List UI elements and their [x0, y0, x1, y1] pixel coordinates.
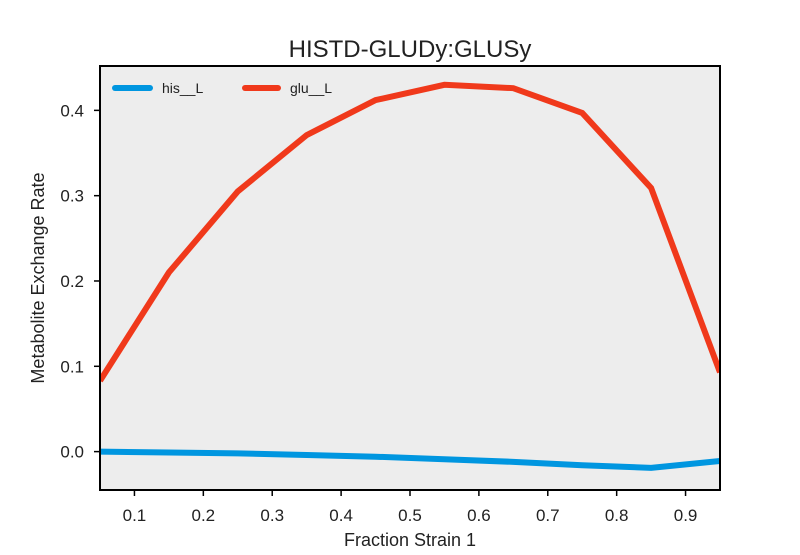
- y-tick-label: 0.4: [60, 101, 84, 120]
- x-tick-label: 0.7: [536, 506, 560, 525]
- x-tick-label: 0.1: [123, 506, 147, 525]
- x-tick-label: 0.6: [467, 506, 491, 525]
- legend-label-glu-L: glu__L: [290, 80, 332, 96]
- plot-background: [100, 66, 720, 490]
- x-axis-ticks: 0.1 0.2 0.3 0.4 0.5 0.6 0.7 0.8 0.9: [123, 490, 698, 525]
- x-tick-label: 0.3: [260, 506, 284, 525]
- series-line-glu--L: [100, 81, 720, 383]
- y-tick-label: 0.3: [60, 187, 84, 206]
- y-tick-label: 0.2: [60, 272, 84, 291]
- plot-frame: [99, 65, 721, 491]
- y-axis-ticks: 0.0 0.1 0.2 0.3 0.4: [60, 101, 100, 462]
- y-axis-label: Metabolite Exchange Rate: [28, 172, 48, 383]
- series-line-his--L: [100, 448, 720, 471]
- legend-label-his-L: his__L: [162, 80, 203, 96]
- x-tick-label: 0.9: [674, 506, 698, 525]
- y-tick-label: 0.1: [60, 357, 84, 376]
- series-layer: [100, 81, 720, 471]
- x-tick-label: 0.4: [329, 506, 353, 525]
- x-tick-label: 0.2: [192, 506, 216, 525]
- x-tick-label: 0.5: [398, 506, 422, 525]
- chart-legend: his__L glu__L: [112, 80, 332, 96]
- y-tick-label: 0.0: [60, 443, 84, 462]
- chart-title: HISTD-GLUDy:GLUSy: [289, 36, 532, 63]
- x-tick-label: 0.8: [605, 506, 629, 525]
- x-axis-label: Fraction Strain 1: [344, 530, 476, 550]
